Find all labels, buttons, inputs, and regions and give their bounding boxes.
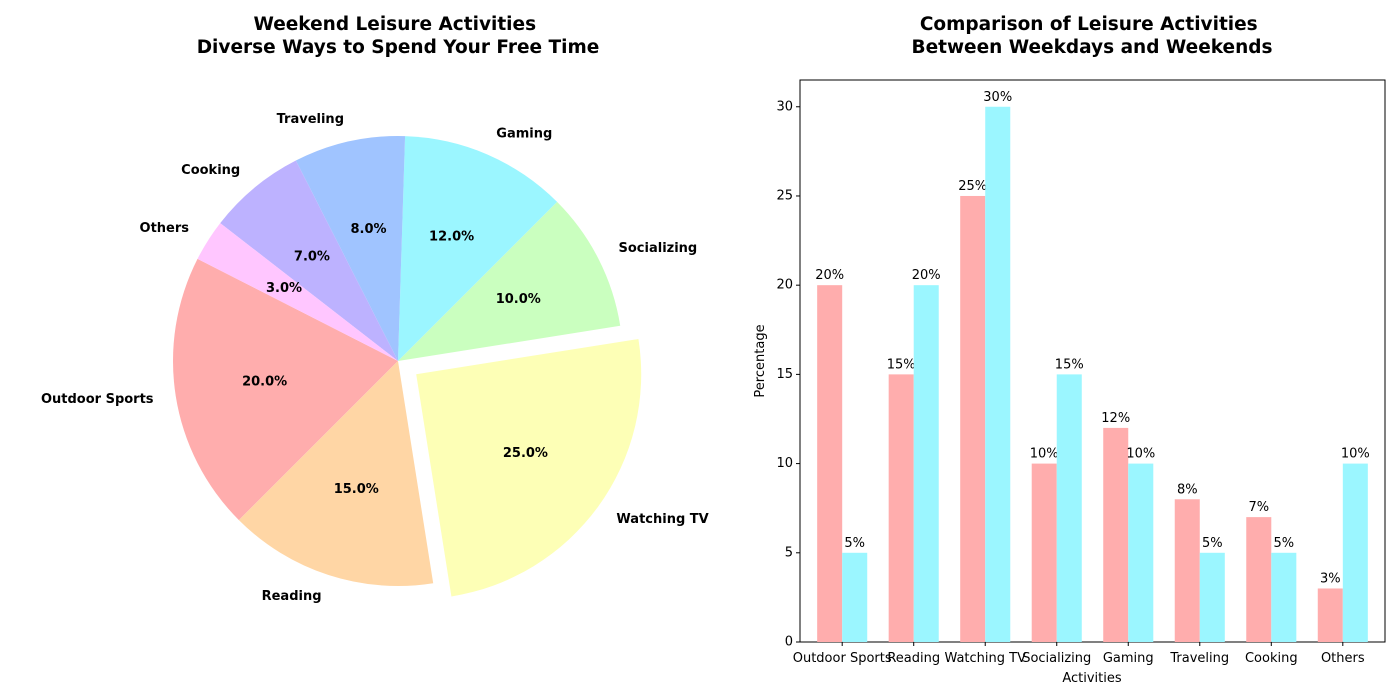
pie-label-gaming: Gaming (496, 126, 552, 141)
x-tick-label-gaming: Gaming (1103, 651, 1154, 666)
bar-others-series-2 (1342, 463, 1368, 642)
bar-value-label: 5% (844, 536, 865, 551)
pie-title: Weekend Leisure Activities Diverse Ways … (197, 14, 600, 58)
pie-pct-others: 3.0% (266, 281, 302, 296)
bar-others-series-1 (1317, 588, 1343, 642)
bar-cooking-series-2 (1271, 552, 1297, 642)
bar-traveling-series-2 (1199, 552, 1225, 642)
x-tick-label-socializing: Socializing (1022, 651, 1091, 666)
pie-label-outdoor-sports: Outdoor Sports (41, 392, 154, 407)
pie-pct-reading: 15.0% (334, 482, 379, 497)
plot-frame (799, 79, 1386, 643)
bar-value-label: 7% (1248, 500, 1269, 515)
bar-title: Comparison of Leisure Activities Between… (911, 14, 1272, 58)
bar-watching-tv-series-2 (985, 106, 1011, 642)
bar-value-label: 30% (983, 90, 1012, 105)
bar-value-label: 15% (887, 357, 916, 372)
bar-value-label: 20% (912, 268, 941, 283)
pie-slice-socializing (398, 201, 621, 361)
bar-value-label: 20% (815, 268, 844, 283)
y-tick-label: 25 (776, 188, 793, 203)
bar-value-label: 12% (1101, 411, 1130, 426)
bar-value-label: 10% (1030, 447, 1059, 462)
bar-value-label: 5% (1202, 536, 1223, 551)
y-tick-label: 20 (776, 278, 793, 293)
bar-gaming-series-2 (1128, 463, 1154, 642)
x-tick-label-outdoor-sports: Outdoor Sports (793, 651, 892, 666)
bar-value-label: 3% (1320, 571, 1341, 586)
bar-title-line-2: Between Weekdays and Weekends (911, 37, 1272, 58)
pie-slice-reading (238, 361, 434, 586)
pie-pct-traveling: 8.0% (351, 222, 387, 237)
pie-label-watching-tv: Watching TV (616, 512, 708, 527)
y-tick-label: 5 (785, 545, 793, 560)
y-tick-label: 10 (776, 456, 793, 471)
bar-socializing-series-2 (1056, 374, 1082, 642)
pie-title-line-1: Weekend Leisure Activities (253, 14, 536, 35)
bar-socializing-series-1 (1031, 463, 1057, 642)
bar-title-line-1: Comparison of Leisure Activities (920, 14, 1258, 35)
bar-traveling-series-1 (1174, 499, 1200, 642)
pie-label-traveling: Traveling (277, 112, 344, 127)
bar-watching-tv-series-1 (960, 195, 986, 642)
pie-slice-traveling (295, 136, 406, 361)
x-tick-label-cooking: Cooking (1245, 651, 1298, 666)
x-tick-label-others: Others (1321, 651, 1365, 666)
bar-outdoor-sports-series-1 (817, 285, 843, 642)
pie-label-others: Others (140, 221, 190, 236)
bar-gaming-series-1 (1103, 427, 1129, 642)
pie-pct-socializing: 10.0% (496, 292, 541, 307)
pie-slice-others (197, 223, 398, 361)
pie-label-socializing: Socializing (619, 241, 698, 256)
pie-slice-watching-tv (416, 339, 642, 597)
bar-value-label: 25% (958, 179, 987, 194)
pie-pct-watching-tv: 25.0% (503, 446, 548, 461)
bar-value-label: 5% (1273, 536, 1294, 551)
bar-reading-series-2 (913, 285, 939, 642)
pie-slice-cooking (220, 160, 398, 361)
pie-slice-outdoor-sports (173, 258, 398, 521)
x-tick-label-reading: Reading (887, 651, 940, 666)
x-tick-label-traveling: Traveling (1169, 651, 1229, 666)
y-tick-label: 30 (776, 99, 793, 114)
pie-pct-cooking: 7.0% (294, 249, 330, 264)
pie-chart: Outdoor Sports 20.0% Reading 15.0% Watching … (41, 112, 709, 604)
pie-pct-gaming: 12.0% (429, 230, 474, 245)
bar-outdoor-sports-series-2 (842, 552, 868, 642)
bar-value-label: 10% (1341, 447, 1370, 462)
bar-chart: 0 5 10 15 20 25 30 20% 5% Outdoor Sports 15% 20% Rea… (776, 79, 1386, 666)
pie-slice-gaming (398, 136, 558, 361)
pie-label-reading: Reading (262, 589, 322, 604)
bar-value-label: 15% (1055, 357, 1084, 372)
x-tick-label-watching-tv: Watching TV (944, 651, 1026, 666)
y-tick-label: 0 (785, 635, 793, 650)
y-axis-label: Percentage (753, 324, 768, 397)
bar-value-label: 8% (1177, 482, 1198, 497)
pie-pct-outdoor-sports: 20.0% (242, 375, 287, 390)
bar-reading-series-1 (888, 374, 914, 642)
pie-title-line-2: Diverse Ways to Spend Your Free Time (197, 37, 600, 58)
bar-cooking-series-1 (1246, 517, 1272, 642)
y-tick-label: 15 (776, 367, 793, 382)
pie-label-cooking: Cooking (181, 163, 240, 178)
x-axis-label: Activities (1062, 671, 1122, 686)
bar-value-label: 10% (1126, 447, 1155, 462)
